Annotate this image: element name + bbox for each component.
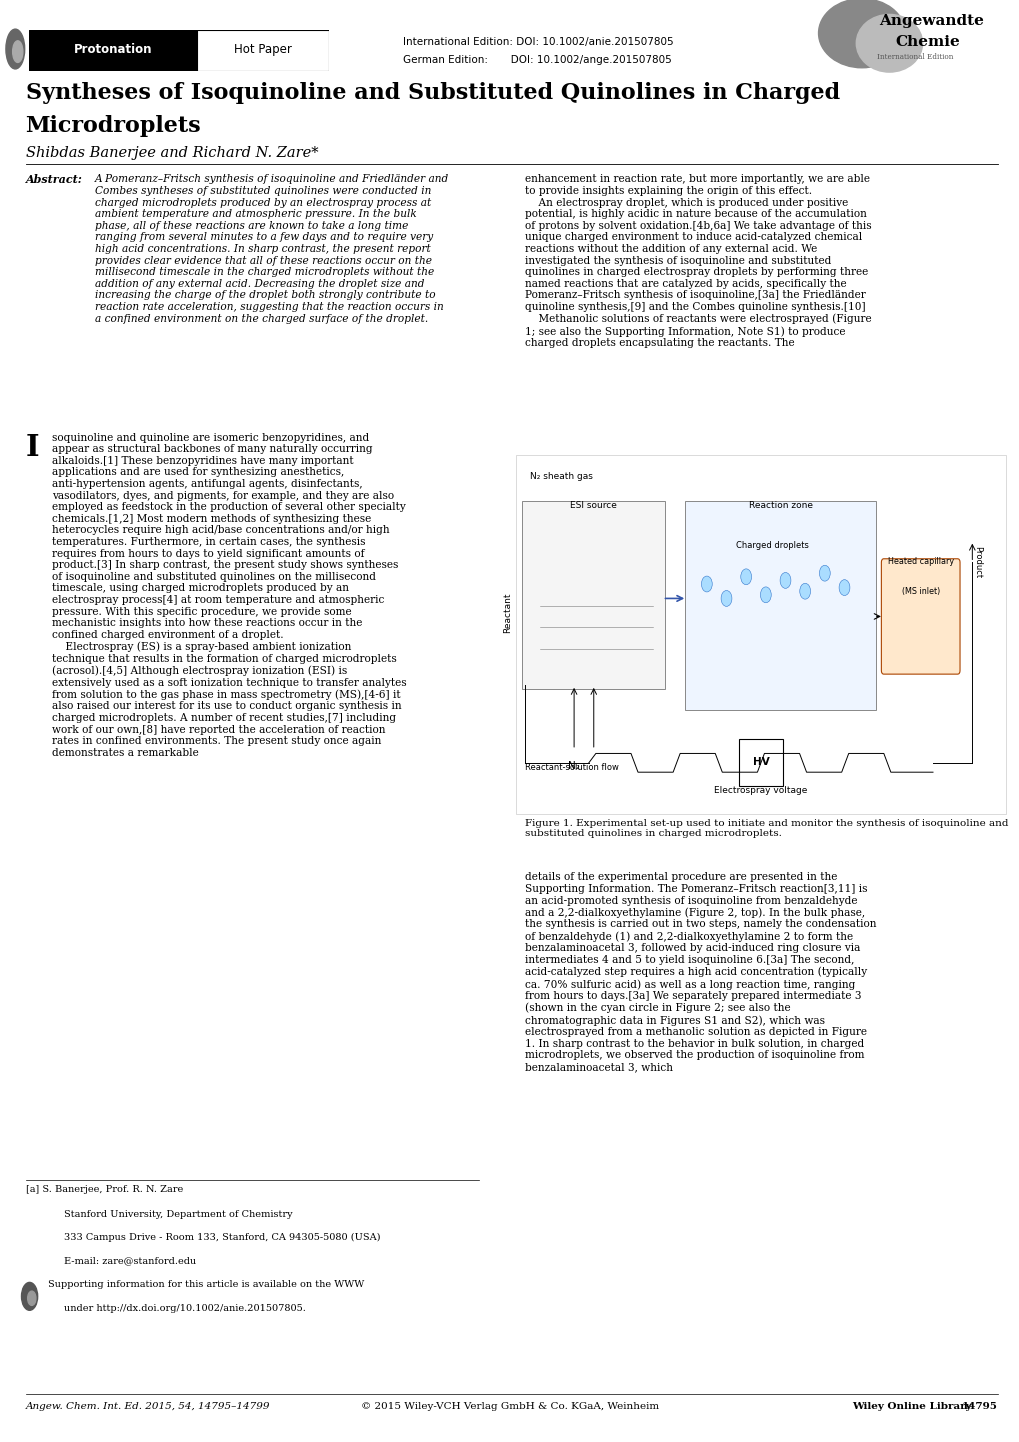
Text: 14795: 14795 [961, 1402, 997, 1410]
Ellipse shape [817, 0, 905, 68]
Text: E-mail: zare@stanford.edu: E-mail: zare@stanford.edu [64, 1256, 197, 1265]
Text: soquinoline and quinoline are isomeric benzopyridines, and appear as structural : soquinoline and quinoline are isomeric b… [52, 433, 407, 758]
Text: Syntheses of Isoquinoline and Substituted Quinolines in Charged: Syntheses of Isoquinoline and Substitute… [25, 82, 839, 104]
Text: Heated capillary: Heated capillary [887, 557, 953, 565]
Text: Shibdas Banerjee and Richard N. Zare*: Shibdas Banerjee and Richard N. Zare* [25, 146, 318, 160]
Text: Chemie: Chemie [895, 35, 959, 49]
Circle shape [760, 587, 770, 603]
FancyBboxPatch shape [684, 502, 875, 709]
Text: (MS inlet): (MS inlet) [901, 587, 938, 596]
FancyBboxPatch shape [738, 738, 783, 786]
FancyBboxPatch shape [29, 30, 197, 71]
Text: 333 Campus Drive - Room 133, Stanford, CA 94305-5080 (USA): 333 Campus Drive - Room 133, Stanford, C… [64, 1233, 380, 1242]
Text: Protonation: Protonation [73, 43, 152, 56]
Text: HV: HV [752, 757, 768, 767]
FancyBboxPatch shape [880, 558, 959, 675]
Text: German Edition:       DOI: 10.1002/ange.201507805: German Edition: DOI: 10.1002/ange.201507… [403, 55, 671, 65]
Text: Angewandte: Angewandte [878, 14, 983, 29]
Circle shape [780, 572, 790, 588]
Circle shape [720, 591, 732, 606]
Text: A Pomeranz–Fritsch synthesis of isoquinoline and Friedländer and Combes synthese: A Pomeranz–Fritsch synthesis of isoquino… [95, 174, 448, 323]
Text: ESI source: ESI source [570, 502, 616, 510]
Text: Microdroplets: Microdroplets [25, 115, 201, 137]
Ellipse shape [28, 1291, 36, 1305]
Text: International Edition: DOI: 10.1002/anie.201507805: International Edition: DOI: 10.1002/anie… [403, 37, 673, 48]
Ellipse shape [12, 40, 22, 62]
FancyBboxPatch shape [197, 30, 329, 71]
Ellipse shape [6, 29, 24, 69]
FancyBboxPatch shape [515, 454, 1006, 813]
Text: I: I [25, 433, 39, 461]
Text: Stanford University, Department of Chemistry: Stanford University, Department of Chemi… [64, 1210, 292, 1218]
Text: enhancement in reaction rate, but more importantly, we are able to provide insig: enhancement in reaction rate, but more i… [525, 174, 871, 348]
Text: Abstract:: Abstract: [25, 174, 83, 186]
Text: © 2015 Wiley-VCH Verlag GmbH & Co. KGaA, Weinheim: © 2015 Wiley-VCH Verlag GmbH & Co. KGaA,… [361, 1402, 658, 1410]
Circle shape [818, 565, 829, 581]
Text: Figure 1. Experimental set-up used to initiate and monitor the synthesis of isoq: Figure 1. Experimental set-up used to in… [525, 819, 1008, 838]
Text: Hot Paper: Hot Paper [234, 43, 291, 56]
Text: Reaction zone: Reaction zone [748, 502, 812, 510]
Circle shape [839, 580, 849, 596]
Text: Electrospray voltage: Electrospray voltage [713, 786, 807, 795]
Text: Supporting information for this article is available on the WWW: Supporting information for this article … [48, 1280, 364, 1289]
Text: N₂: N₂ [568, 761, 580, 770]
Ellipse shape [856, 14, 922, 72]
FancyBboxPatch shape [522, 502, 664, 688]
Text: details of the experimental procedure are presented in the Supporting Informatio: details of the experimental procedure ar… [525, 872, 876, 1071]
Text: N₂ sheath gas: N₂ sheath gas [529, 472, 592, 482]
Circle shape [701, 575, 711, 591]
Text: Product: Product [972, 547, 980, 578]
Text: Reactant-solution flow: Reactant-solution flow [525, 763, 619, 771]
Circle shape [799, 583, 810, 600]
Text: [a] S. Banerjee, Prof. R. N. Zare: [a] S. Banerjee, Prof. R. N. Zare [25, 1185, 182, 1194]
Ellipse shape [21, 1282, 38, 1311]
Text: Wiley Online Library: Wiley Online Library [851, 1402, 970, 1410]
Circle shape [740, 568, 751, 585]
Text: Reactant: Reactant [502, 593, 512, 633]
Text: Angew. Chem. Int. Ed. 2015, 54, 14795–14799: Angew. Chem. Int. Ed. 2015, 54, 14795–14… [25, 1402, 270, 1410]
Text: under http://dx.doi.org/10.1002/anie.201507805.: under http://dx.doi.org/10.1002/anie.201… [64, 1304, 306, 1312]
Text: International Edition: International Edition [876, 53, 953, 62]
Text: Charged droplets: Charged droplets [736, 541, 808, 549]
